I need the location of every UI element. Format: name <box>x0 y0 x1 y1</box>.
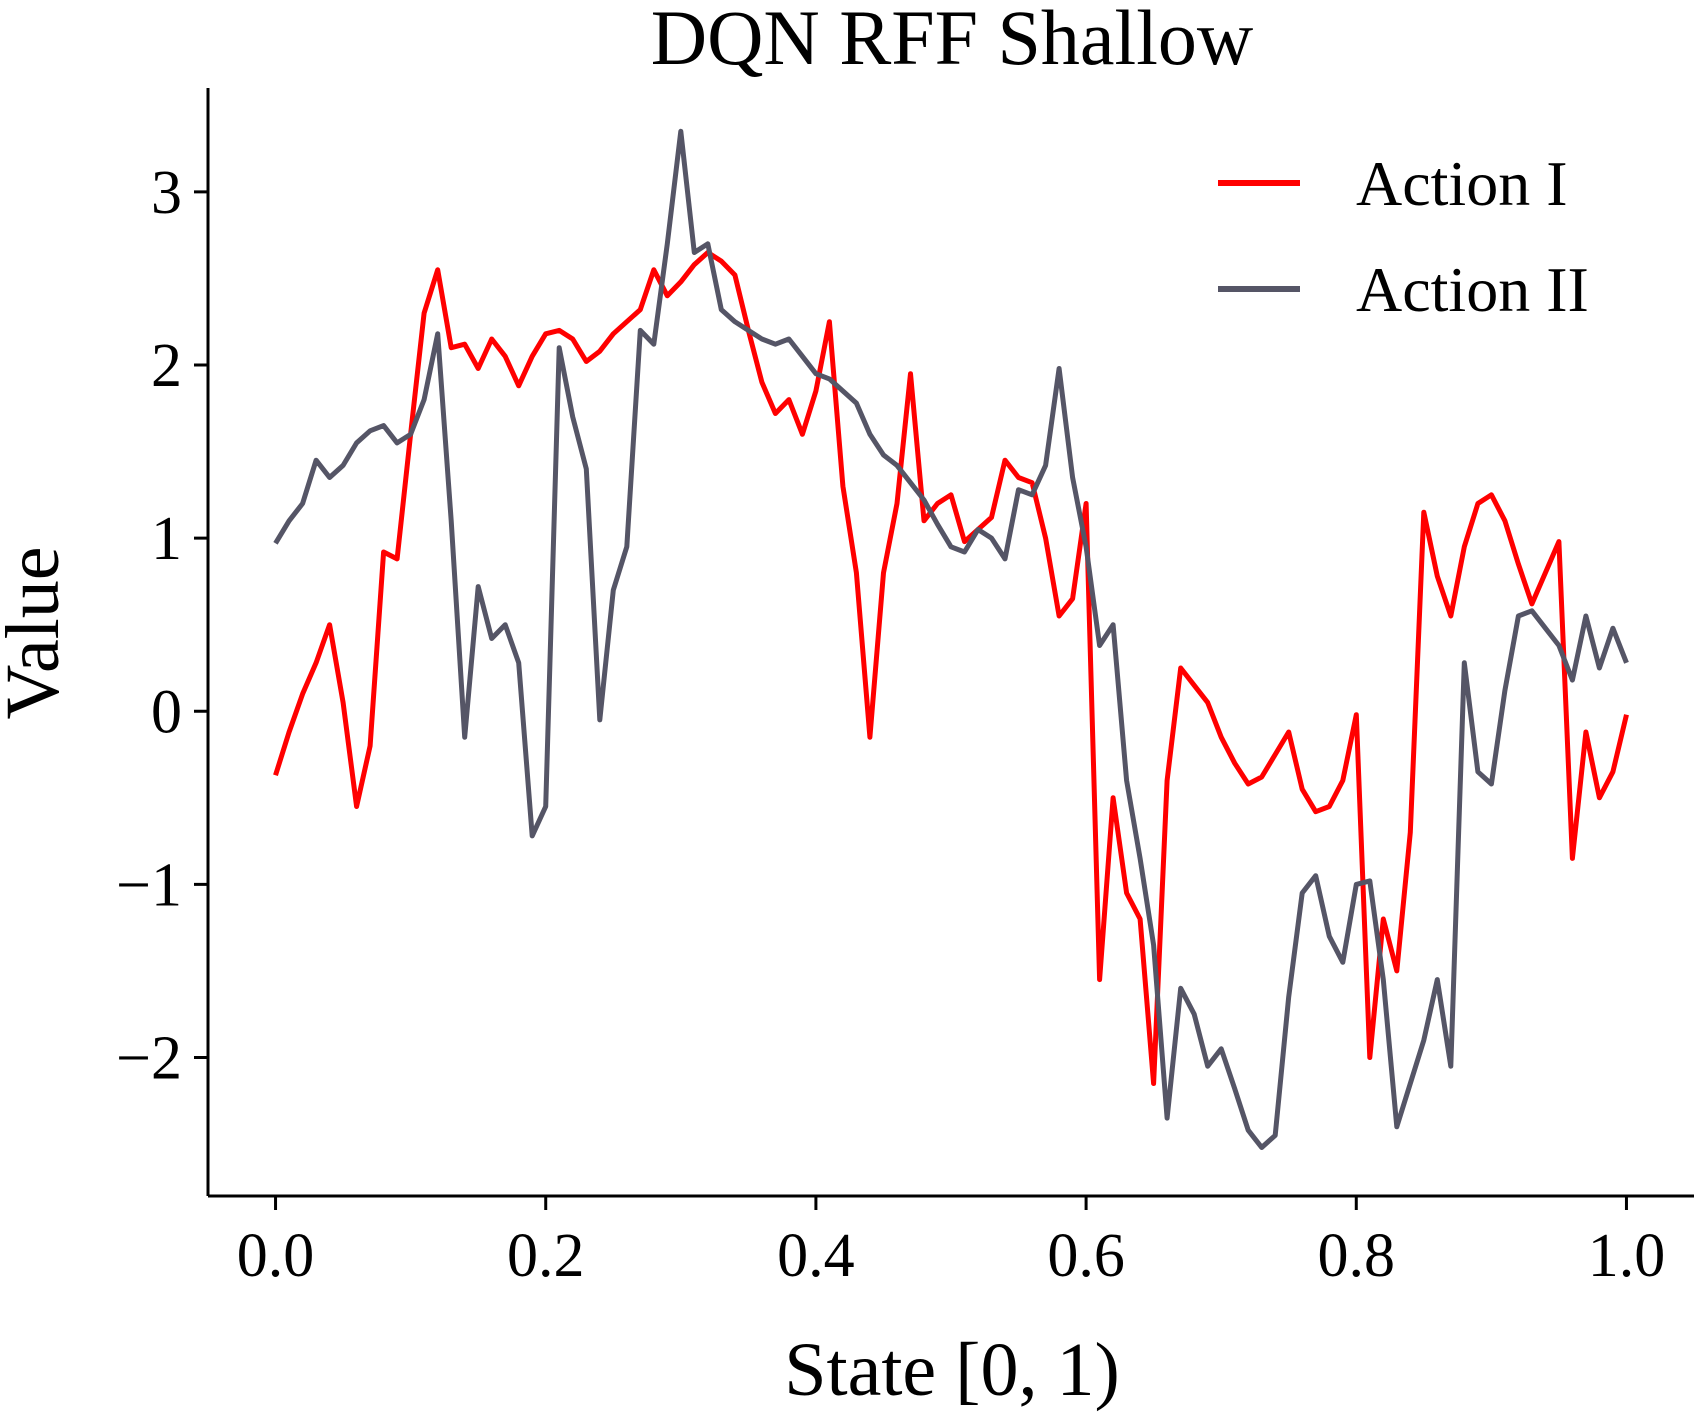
x-tick-label: 0.0 <box>237 1222 315 1290</box>
x-tick-label: 0.8 <box>1318 1222 1396 1290</box>
y-tick-label: 2 <box>151 332 182 400</box>
y-tick-label: 0 <box>151 678 182 746</box>
series-line-action-ii <box>273 128 1629 1150</box>
axes: 0.0 0.2 0.4 0.6 0.8 1.0 −2 −1 0 1 2 3 <box>116 88 1694 1290</box>
y-tick-label: 3 <box>151 159 182 227</box>
y-tick-label: −1 <box>116 851 182 919</box>
series-line-action-i <box>273 250 1629 1086</box>
chart-title: DQN RFF Shallow <box>651 0 1253 81</box>
y-axis-label: Value <box>0 546 75 719</box>
legend-label: Action I <box>1356 148 1568 219</box>
series-layer <box>273 128 1629 1150</box>
x-tick-label: 0.6 <box>1047 1222 1125 1290</box>
legend: Action I Action II <box>1218 148 1589 325</box>
y-tick-label: 1 <box>151 505 182 573</box>
x-tick-label: 0.2 <box>507 1222 585 1290</box>
x-tick-label: 1.0 <box>1588 1222 1666 1290</box>
x-tick-label: 0.4 <box>777 1222 855 1290</box>
legend-label: Action II <box>1356 254 1589 325</box>
y-tick-label: −2 <box>116 1025 182 1093</box>
x-axis-label: State [0, 1) <box>784 1328 1120 1412</box>
